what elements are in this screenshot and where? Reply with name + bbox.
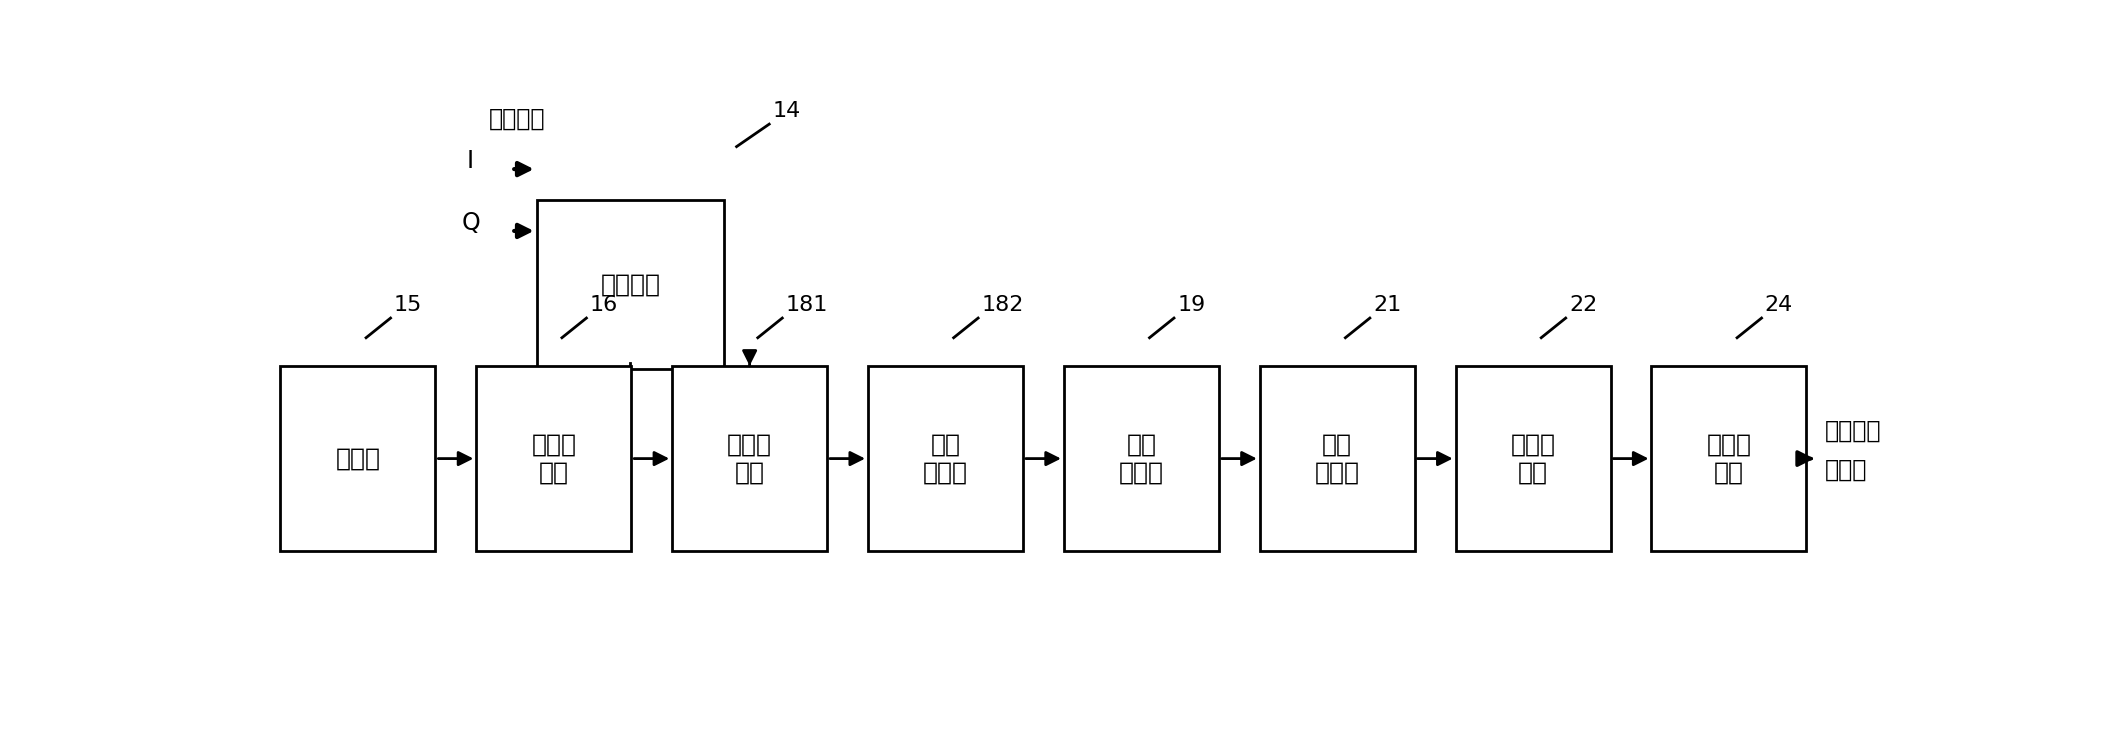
Text: 15: 15 bbox=[394, 295, 421, 315]
Text: 第二隔
离器: 第二隔 离器 bbox=[1510, 433, 1556, 485]
Bar bbox=[1651, 366, 1807, 551]
Bar bbox=[672, 366, 828, 551]
Bar bbox=[1064, 366, 1219, 551]
Text: 输出滤
波器: 输出滤 波器 bbox=[1706, 433, 1752, 485]
Text: 22: 22 bbox=[1569, 295, 1596, 315]
Text: 16: 16 bbox=[590, 295, 617, 315]
Text: 19: 19 bbox=[1177, 295, 1205, 315]
Text: 第一隔
离器: 第一隔 离器 bbox=[531, 433, 577, 485]
Bar bbox=[280, 366, 436, 551]
Text: 数据输入: 数据输入 bbox=[489, 107, 545, 131]
Bar bbox=[537, 200, 724, 369]
Bar bbox=[1259, 366, 1415, 551]
Text: 编码电路: 编码电路 bbox=[600, 272, 661, 296]
Text: 射频输出: 射频输出 bbox=[1826, 418, 1883, 442]
Text: Q: Q bbox=[461, 210, 480, 234]
Text: 182: 182 bbox=[981, 295, 1024, 315]
Text: 24: 24 bbox=[1765, 295, 1792, 315]
Text: 频率源: 频率源 bbox=[335, 447, 381, 471]
Text: 功率
放大器: 功率 放大器 bbox=[1314, 433, 1360, 485]
Text: 21: 21 bbox=[1373, 295, 1400, 315]
Text: 181: 181 bbox=[786, 295, 828, 315]
Text: 带通
滤波器: 带通 滤波器 bbox=[1118, 433, 1165, 485]
Text: 激励
放大器: 激励 放大器 bbox=[922, 433, 969, 485]
Text: 至天线: 至天线 bbox=[1826, 458, 1868, 482]
Bar bbox=[868, 366, 1024, 551]
Text: 14: 14 bbox=[773, 101, 800, 121]
Bar bbox=[1455, 366, 1611, 551]
Text: 微波调
制器: 微波调 制器 bbox=[727, 433, 773, 485]
Text: I: I bbox=[468, 149, 474, 173]
Bar bbox=[476, 366, 632, 551]
